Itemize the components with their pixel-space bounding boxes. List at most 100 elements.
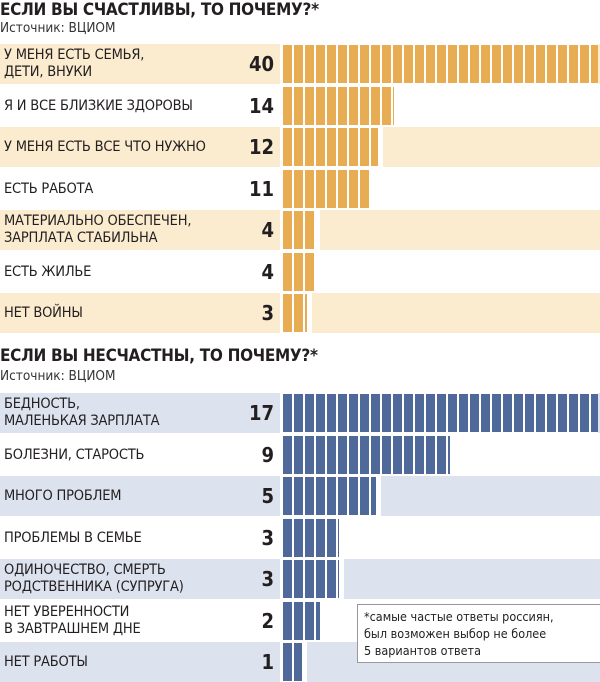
bar	[283, 559, 344, 599]
bar-segment	[349, 87, 358, 125]
bar-segment	[305, 602, 314, 640]
bar-segment	[283, 477, 292, 515]
bar	[283, 252, 320, 292]
bar-segment	[547, 394, 556, 432]
bar-segment	[360, 170, 369, 208]
bar-segment	[415, 45, 424, 83]
value-label: 4	[261, 218, 274, 242]
row-background	[0, 518, 280, 558]
bar-segment	[338, 477, 347, 515]
bar-segment	[360, 477, 369, 515]
bar-segment	[305, 45, 314, 83]
bar-segment	[294, 253, 303, 291]
bar-segment	[338, 170, 347, 208]
bar-segment	[371, 436, 380, 474]
bar-segment	[393, 45, 402, 83]
bar-segment	[426, 45, 435, 83]
bar-segment	[327, 45, 336, 83]
chart1-row: Материально обеспечен, зарплата стабильн…	[0, 210, 600, 250]
bar-segment	[283, 436, 292, 474]
bar-segment	[360, 87, 369, 125]
row-background	[0, 476, 280, 516]
bar-segment	[294, 602, 303, 640]
chart2-row: Болезни, старость 9	[0, 435, 600, 475]
bar	[283, 435, 455, 475]
bar-segment	[305, 519, 314, 557]
value-label: 11	[248, 177, 274, 201]
footnote: *самые частые ответы россиян, был возмож…	[357, 604, 600, 663]
bar-segment	[316, 436, 325, 474]
bar-segment	[283, 519, 292, 557]
bar	[283, 642, 307, 682]
bar-segment	[371, 87, 380, 125]
bar-segment	[382, 87, 391, 125]
bar-segment	[338, 87, 347, 125]
row-background	[0, 601, 280, 641]
row-background	[0, 435, 280, 475]
bar-segment	[294, 560, 303, 598]
bar-segment	[569, 394, 578, 432]
row-background	[0, 86, 280, 126]
chart2-row: Проблемы в семье 3	[0, 518, 600, 558]
category-label: У меня есть семья, дети, внуки	[4, 47, 145, 80]
value-label: 1	[261, 650, 274, 674]
bar-track	[283, 293, 600, 333]
bar-segment	[338, 45, 347, 83]
bar	[283, 86, 399, 126]
bar-segment	[481, 45, 490, 83]
category-label: Я и все близкие здоровы	[4, 97, 193, 114]
bar-segment	[283, 87, 292, 125]
bar-segment	[426, 394, 435, 432]
bar-segment	[294, 394, 303, 432]
value-label: 4	[261, 260, 274, 284]
bar-segment	[338, 128, 347, 166]
bar-segment	[404, 394, 413, 432]
bar	[283, 393, 598, 433]
bar-segment	[404, 45, 413, 83]
category-label: Нет уверенности в завтрашнем дне	[4, 604, 141, 637]
row-background	[0, 393, 280, 433]
category-label: Одиночество, смерть родственника (супруг…	[4, 562, 184, 595]
bar-segment	[294, 294, 303, 332]
bar-segment	[591, 45, 598, 83]
bar-segment	[382, 394, 391, 432]
bar	[283, 601, 326, 641]
bar-segment	[305, 436, 314, 474]
bar-segment	[327, 477, 336, 515]
bar-segment	[580, 394, 589, 432]
category-label: Бедность, маленькая зарплата	[4, 396, 160, 429]
bar-segment	[327, 87, 336, 125]
bar-segment	[382, 436, 391, 474]
bar-segment	[437, 436, 446, 474]
bar-segment	[283, 253, 292, 291]
chart2-title: ЕСЛИ ВЫ НЕСЧАСТНЫ, ТО ПОЧЕМУ?*	[0, 346, 318, 366]
category-label: Много проблем	[4, 487, 122, 504]
bar-segment	[305, 170, 314, 208]
bar-segment	[536, 45, 545, 83]
bar-segment	[371, 394, 380, 432]
value-label: 14	[248, 94, 274, 118]
chart1-row: Есть работа 11	[0, 169, 600, 209]
bar-segment	[393, 394, 402, 432]
bar-segment	[525, 45, 534, 83]
chart1-row: У меня есть семья, дети, внуки 40	[0, 44, 600, 84]
category-label: Болезни, старость	[4, 446, 145, 463]
bar	[283, 293, 312, 333]
bar-segment	[327, 128, 336, 166]
bar-segment	[459, 45, 468, 83]
bar-segment	[492, 394, 501, 432]
bar-segment	[459, 394, 468, 432]
bar-segment	[316, 602, 321, 640]
bar-segment	[591, 394, 598, 432]
bar-segment	[294, 643, 302, 681]
bar-segment	[349, 128, 358, 166]
bar-segment	[283, 170, 292, 208]
bar-segment	[349, 436, 358, 474]
bar-segment	[437, 394, 446, 432]
bar-segment	[283, 128, 292, 166]
bar-segment	[294, 211, 303, 249]
category-label: Есть жилье	[4, 263, 92, 280]
bar-segment	[349, 394, 358, 432]
bar-segment	[283, 394, 292, 432]
value-label: 3	[261, 567, 274, 591]
